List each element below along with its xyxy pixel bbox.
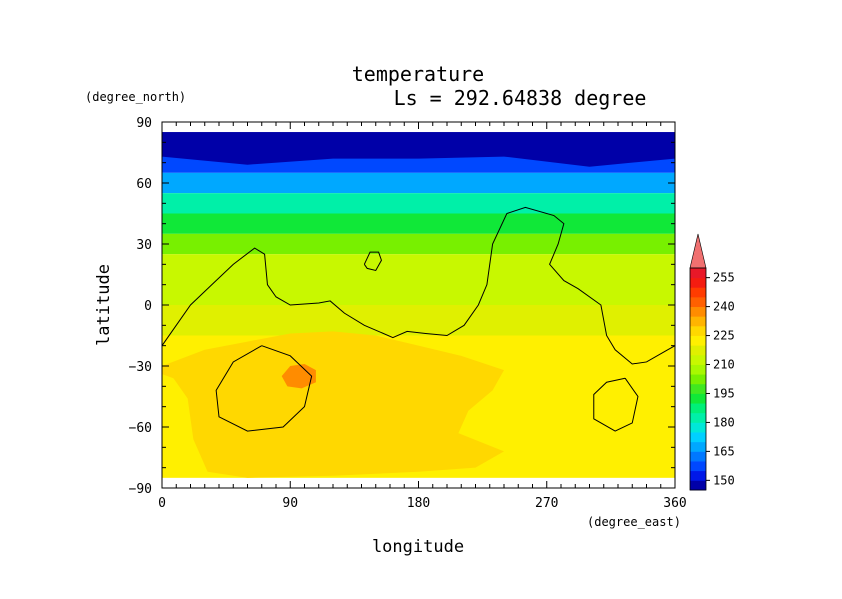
y-tick-label: 90 — [136, 116, 152, 131]
temperature-band-2 — [162, 172, 675, 194]
colorbar-swatch-19 — [690, 296, 706, 308]
colorbar-tick-label: 210 — [713, 358, 735, 372]
x-unit-label: (degree_east) — [587, 515, 681, 529]
y-tick-label: 0 — [144, 299, 152, 314]
temperature-band-4 — [162, 213, 675, 234]
colorbar-tick-label: 165 — [713, 444, 735, 458]
colorbar-swatch-17 — [690, 316, 706, 327]
colorbar-swatch-3 — [690, 451, 706, 462]
colorbar-frame — [689, 267, 707, 491]
colorbar-tick-label: 195 — [713, 386, 735, 400]
colorbar-swatch-13 — [690, 354, 706, 365]
colorbar-extend-arrow — [689, 233, 707, 269]
x-tick-label: 180 — [407, 496, 430, 511]
temperature-field — [162, 132, 675, 478]
colorbar-swatch-11 — [690, 374, 706, 385]
colorbar-swatch-6 — [690, 422, 706, 433]
colorbar-swatch-5 — [690, 432, 706, 443]
x-tick-label: 360 — [663, 496, 686, 511]
colorbar-swatch-21 — [690, 277, 706, 288]
colorbar-tick-label: 255 — [713, 271, 735, 285]
chart-title: temperature — [352, 62, 484, 86]
colorbar-swatch-20 — [690, 287, 706, 298]
colorbar-swatch-1 — [690, 470, 706, 481]
y-unit-label: (degree_north) — [85, 90, 186, 104]
x-axis-label: longitude — [372, 537, 464, 557]
x-tick-label: 90 — [282, 496, 298, 511]
temperature-band-6 — [162, 254, 675, 275]
plot-area: 0 90 180 270 360 90 60 30 0 −30 −60 −90 — [129, 116, 687, 511]
colorbar-swatch-2 — [690, 461, 706, 472]
colorbar-swatch-10 — [690, 383, 706, 394]
colorbar-tick-label: 150 — [713, 473, 735, 487]
colorbar-tick-label: 240 — [713, 300, 735, 314]
contour-topography-north — [162, 206, 675, 365]
chart-subtitle: Ls = 292.64838 degree — [394, 86, 647, 110]
y-tick-label: −30 — [129, 360, 152, 375]
colorbar-tick-label: 180 — [713, 415, 735, 429]
hot-spot — [281, 363, 316, 389]
y-tick-label: −90 — [129, 482, 152, 497]
colorbar-swatch-7 — [690, 412, 706, 423]
colorbar-swatch-22 — [690, 268, 706, 279]
temperature-band-8 — [162, 305, 675, 336]
colorbar-swatch-4 — [690, 441, 706, 452]
temperature-band-7 — [162, 274, 675, 305]
colorbar-swatch-8 — [690, 403, 706, 414]
x-axis-tick-labels: 0 90 180 270 360 — [158, 496, 687, 511]
temperature-band-5 — [162, 233, 675, 255]
contour-topography-southwest — [215, 345, 313, 432]
y-tick-label: 30 — [136, 238, 152, 253]
contour-topography-southeast — [593, 377, 639, 432]
colorbar-swatch-15 — [690, 335, 706, 346]
colorbar-tick-label: 225 — [713, 329, 735, 343]
colorbar-swatch-12 — [690, 364, 706, 375]
colorbar-swatches — [689, 233, 707, 491]
colorbar-swatch-18 — [690, 306, 706, 317]
axis-ticks — [161, 121, 676, 489]
colorbar-tick-labels: 150 165 180 195 210 225 240 255 — [706, 271, 735, 487]
y-tick-label: −60 — [129, 421, 152, 436]
y-axis-label: latitude — [94, 264, 114, 346]
colorbar-swatch-16 — [690, 325, 706, 336]
contour-topography-islet — [363, 251, 382, 272]
y-axis-tick-labels: 90 60 30 0 −30 −60 −90 — [129, 116, 152, 497]
cold-cap — [162, 132, 675, 167]
colorbar-swatch-14 — [690, 345, 706, 356]
colorbar-swatch-9 — [690, 393, 706, 404]
x-tick-label: 0 — [158, 496, 166, 511]
y-tick-label: 60 — [136, 177, 152, 192]
temperature-band-3 — [162, 193, 675, 214]
x-tick-label: 270 — [535, 496, 558, 511]
contour-lines — [162, 206, 675, 432]
colorbar-swatch-0 — [690, 480, 706, 491]
colorbar: 150 165 180 195 210 225 240 255 — [689, 233, 735, 491]
warm-southern-region — [162, 331, 504, 478]
